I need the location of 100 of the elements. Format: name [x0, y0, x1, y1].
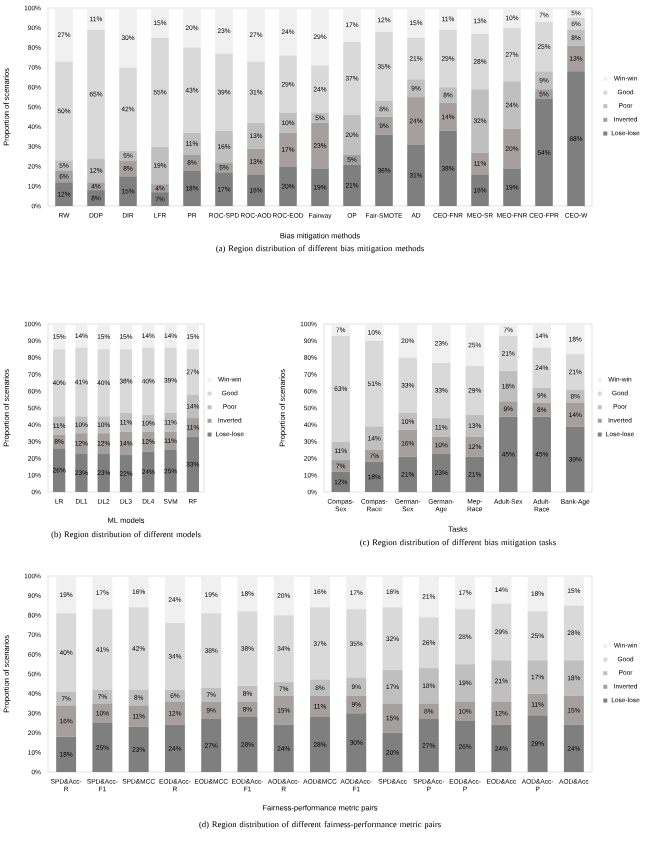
bar: [75, 323, 88, 348]
bar: [237, 701, 258, 718]
bar: [532, 416, 551, 492]
bar: [164, 623, 185, 690]
bar: [418, 719, 439, 772]
bar: [455, 664, 476, 702]
bar: [499, 335, 518, 372]
bar: [439, 7, 457, 30]
bar: [563, 605, 584, 661]
bar: [566, 354, 585, 390]
bar: [56, 575, 77, 614]
bar: [566, 323, 585, 355]
bar: [343, 114, 361, 155]
bar: [128, 705, 149, 727]
bar: [97, 323, 110, 350]
bar: [92, 689, 113, 704]
bar: [503, 168, 521, 206]
bar: [75, 416, 88, 434]
bar: [439, 103, 457, 131]
bar: [183, 47, 201, 133]
bar: [439, 29, 457, 88]
bar: [407, 37, 425, 80]
bar: [151, 184, 169, 193]
bar: [151, 146, 169, 185]
bar: [186, 349, 199, 395]
bar: [343, 41, 361, 115]
bar: [247, 61, 265, 123]
bar: [97, 453, 110, 492]
bar: [527, 660, 548, 694]
bar: [432, 362, 451, 419]
bar: [331, 471, 350, 492]
bar: [346, 677, 367, 696]
bar: [92, 703, 113, 723]
bar: [87, 190, 105, 206]
bar: [503, 7, 521, 28]
bar: [183, 7, 201, 48]
bar: [128, 575, 149, 608]
bar: [365, 449, 384, 462]
bar: [56, 613, 77, 692]
bar: [532, 387, 551, 403]
bar: [398, 357, 417, 414]
bar: [310, 695, 330, 718]
bar: [97, 433, 110, 454]
bar: [432, 323, 451, 363]
bar: [273, 615, 294, 682]
bar: [128, 607, 149, 690]
bar: [310, 717, 330, 772]
bar: [247, 148, 265, 175]
bar: [151, 7, 169, 38]
bar: [398, 413, 417, 430]
bar: [55, 7, 73, 62]
bar: [142, 414, 155, 432]
bar: [75, 433, 88, 454]
bar: [237, 717, 258, 772]
bar: [491, 603, 512, 661]
bar: [87, 7, 105, 30]
bar: [455, 609, 476, 665]
bar: [279, 166, 297, 206]
bar: [164, 323, 177, 348]
bar: [491, 701, 512, 725]
bar: [247, 122, 265, 149]
bar: [465, 365, 484, 415]
bar: [279, 132, 297, 167]
bar: [53, 448, 66, 492]
bar: [164, 431, 177, 450]
bar: [343, 7, 361, 42]
bar: [55, 170, 73, 183]
bar: [273, 681, 294, 696]
bar: [567, 71, 585, 206]
bar: [164, 347, 177, 414]
bar: [164, 575, 185, 624]
bar: [398, 456, 417, 492]
bar: [535, 99, 553, 206]
bar: [365, 323, 384, 341]
bar: [563, 660, 584, 696]
bar: [215, 53, 233, 131]
bar: [87, 29, 105, 159]
bar: [53, 349, 66, 417]
bar: [499, 323, 518, 336]
bar: [119, 413, 133, 432]
bar: [142, 451, 155, 492]
bar: [151, 37, 169, 147]
bar: [164, 724, 185, 772]
bar: [527, 575, 548, 612]
bar: [491, 724, 512, 772]
bar: [432, 453, 451, 492]
bar: [375, 7, 393, 32]
bar: [183, 154, 201, 171]
bar: [382, 607, 403, 671]
bar: [186, 418, 199, 437]
bar: [382, 703, 403, 733]
bar: [471, 152, 489, 175]
bar: [382, 670, 403, 704]
bar: [365, 461, 384, 492]
bar: [311, 122, 329, 169]
bar: [398, 429, 417, 457]
bar: [55, 182, 73, 206]
bar: [310, 575, 330, 608]
bar: [563, 575, 584, 606]
bar: [566, 402, 585, 427]
